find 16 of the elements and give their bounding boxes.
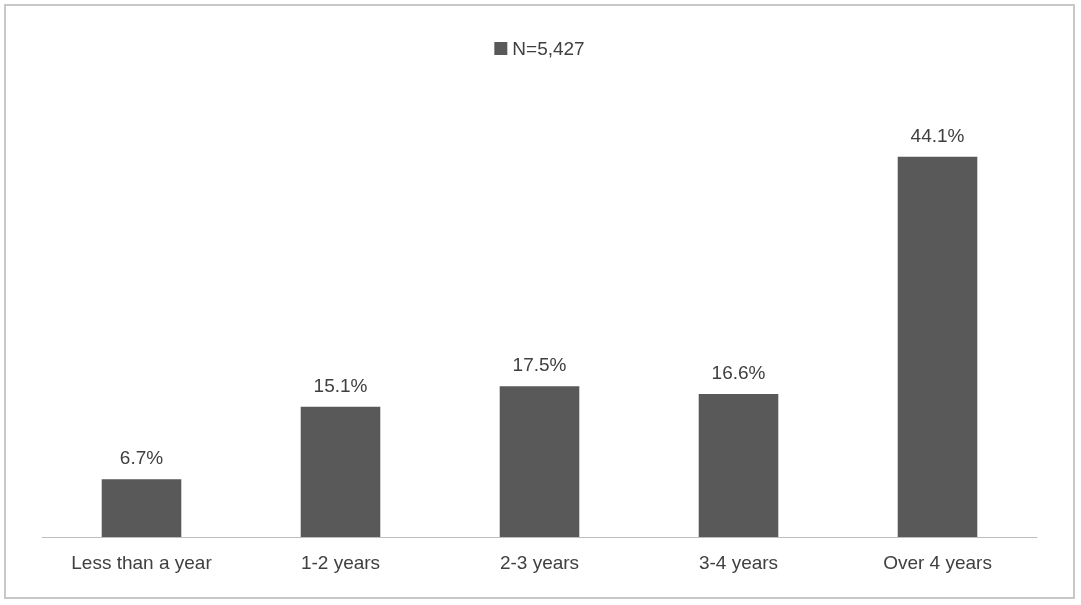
legend-label: N=5,427 (512, 38, 585, 59)
bar (897, 156, 978, 537)
x-tick-label: Less than a year (71, 552, 213, 573)
data-label: 44.1% (910, 124, 965, 146)
bar (101, 479, 182, 537)
bar (300, 406, 381, 537)
bar (499, 386, 580, 537)
x-tick-label: 3-4 years (698, 552, 779, 573)
x-tick-label: 1-2 years (300, 552, 381, 573)
data-label: 16.6% (711, 361, 766, 383)
x-tick-label: Over 4 years (883, 552, 992, 573)
x-tick-label: 2-3 years (499, 552, 580, 573)
data-label: 17.5% (512, 354, 567, 376)
bar (698, 393, 779, 537)
data-label: 15.1% (313, 374, 368, 396)
data-label: 6.7% (119, 447, 164, 469)
